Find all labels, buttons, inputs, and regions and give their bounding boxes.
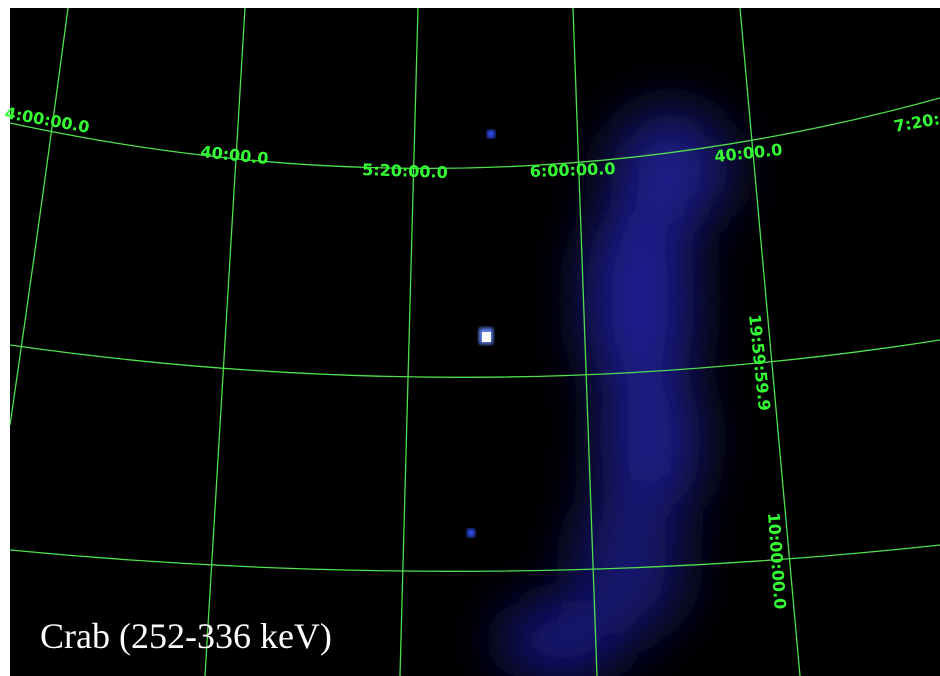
- source: [467, 529, 475, 537]
- grid-line: [399, 7, 419, 676]
- caption: Crab (252-336 keV): [40, 616, 332, 656]
- image-background: [10, 8, 940, 676]
- ra-label: 5:20:00.0: [362, 160, 448, 182]
- crab-source: [482, 332, 491, 342]
- grid-line: [739, 7, 801, 676]
- grid-line: [9, 544, 940, 572]
- grid-line: [9, 339, 940, 378]
- grid-line: [572, 7, 598, 676]
- grid-line: [9, 7, 69, 426]
- diffuse-emission: [500, 110, 730, 676]
- grid-line: [9, 97, 940, 170]
- grid-line: [204, 7, 246, 676]
- point-sources: [467, 130, 495, 537]
- coordinate-grid: [9, 7, 940, 676]
- source: [487, 130, 495, 138]
- ra-label: 6:00:00.0: [529, 159, 615, 181]
